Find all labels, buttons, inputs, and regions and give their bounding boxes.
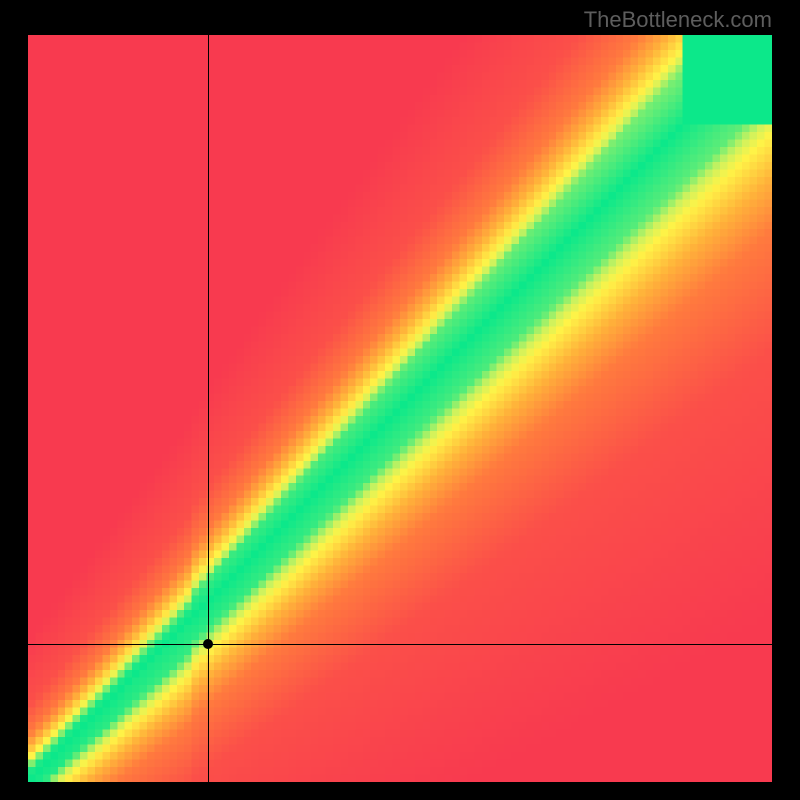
crosshair-point xyxy=(203,639,213,649)
heatmap-canvas xyxy=(28,35,772,782)
crosshair-horizontal xyxy=(28,644,772,645)
crosshair-vertical xyxy=(208,35,209,782)
chart-container: TheBottleneck.com xyxy=(0,0,800,800)
attribution-text: TheBottleneck.com xyxy=(584,7,772,33)
heatmap-plot xyxy=(28,35,772,782)
